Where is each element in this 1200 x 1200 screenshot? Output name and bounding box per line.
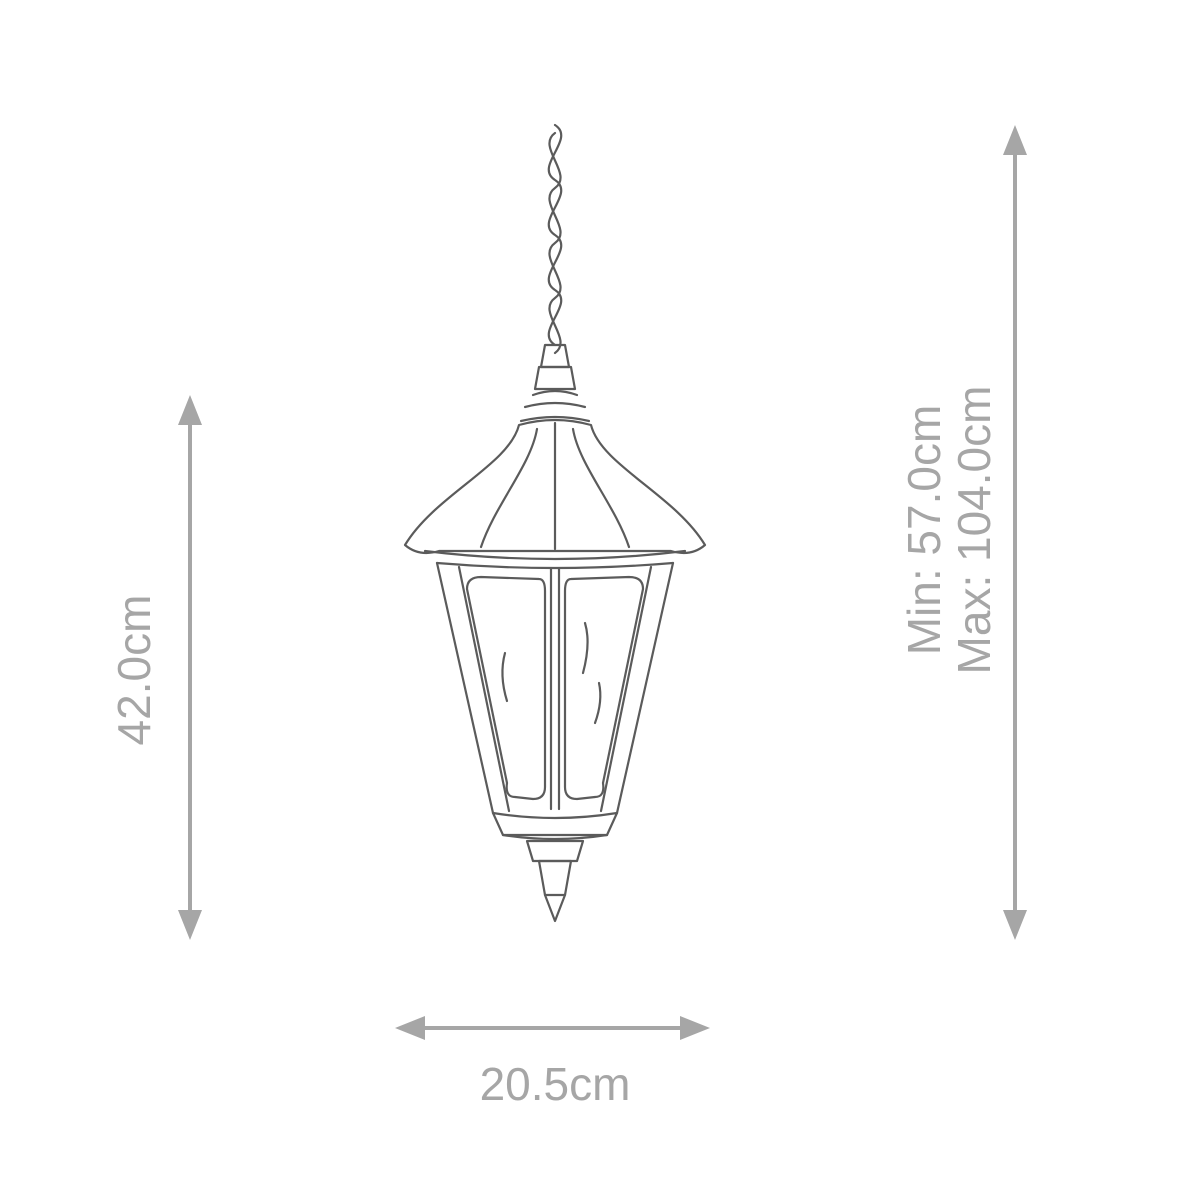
height-min-label: Min: 57.0cm <box>898 405 950 656</box>
height-max-label: Max: 104.0cm <box>948 386 1000 675</box>
dimension-diagram: 42.0cm Min: 57.0cmMax: 104.0cm 20.5cm <box>0 0 1200 1200</box>
lantern-drawing <box>405 125 705 921</box>
dimension-overall-height <box>1003 125 1027 940</box>
body-height-label: 42.0cm <box>108 595 160 746</box>
width-label: 20.5cm <box>480 1058 631 1110</box>
dimension-width <box>395 1016 710 1040</box>
dimension-body-height <box>178 395 202 940</box>
